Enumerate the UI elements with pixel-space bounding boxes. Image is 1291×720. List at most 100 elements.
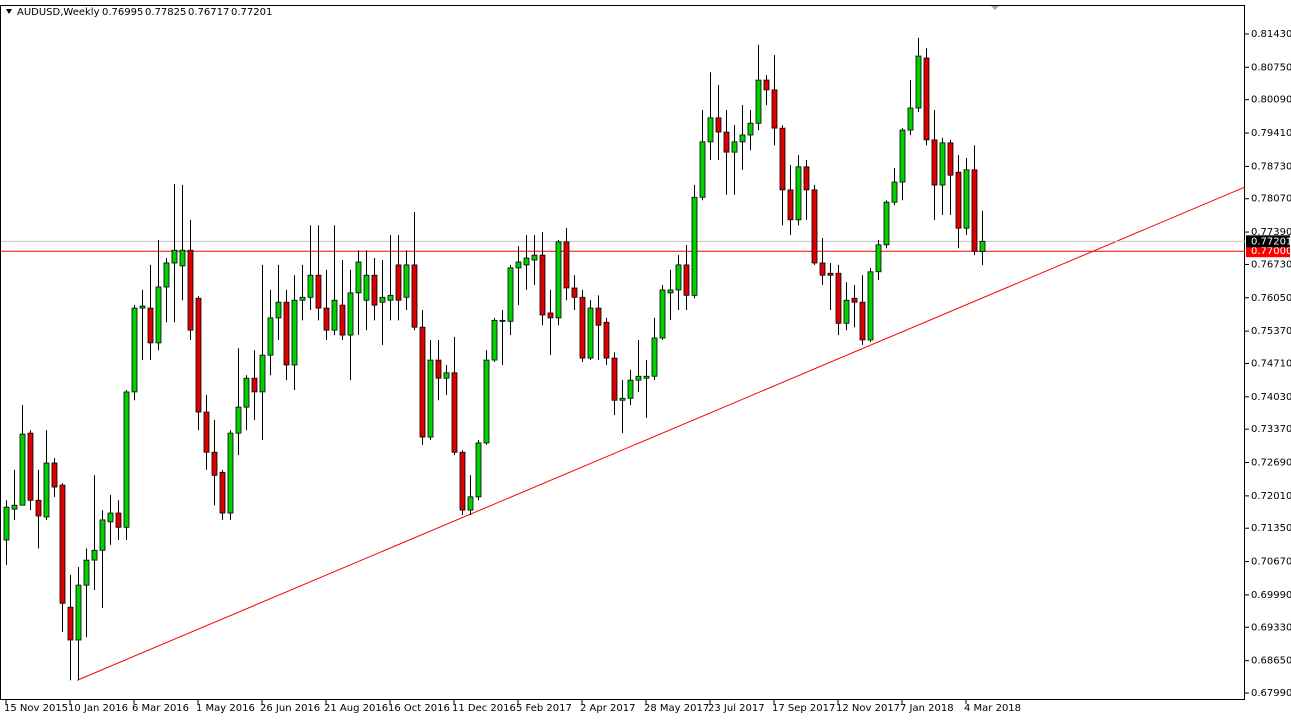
candle-body xyxy=(187,249,194,331)
candle-body xyxy=(155,286,162,344)
header-open: 0.76995 xyxy=(102,7,143,18)
candle-body xyxy=(635,375,642,381)
candle-body xyxy=(947,142,954,176)
candle-body xyxy=(435,359,442,379)
candle-body xyxy=(659,289,666,339)
chart-title: AUDUSD,Weekly xyxy=(17,7,100,18)
candle-body xyxy=(267,317,274,356)
x-tick-label: 6 Mar 2016 xyxy=(132,703,189,714)
y-tick-label: 0.67990 xyxy=(1251,688,1291,699)
candle-body xyxy=(299,296,306,301)
candle-body xyxy=(627,379,634,399)
candle-body xyxy=(571,287,578,298)
x-tick-label: 11 Dec 2016 xyxy=(452,703,516,714)
plot-frame xyxy=(0,5,1245,700)
candle-body xyxy=(915,55,922,109)
x-tick-label: 17 Sep 2017 xyxy=(772,703,835,714)
candle-body xyxy=(835,272,842,324)
candle-body xyxy=(667,289,674,294)
candle-body xyxy=(827,272,834,276)
candle-body xyxy=(643,375,650,379)
candle-body xyxy=(123,391,130,528)
candle-body xyxy=(811,189,818,264)
candle-body xyxy=(747,122,754,136)
candle-body xyxy=(467,496,474,511)
candle-body xyxy=(251,377,258,393)
candle-body xyxy=(579,296,586,359)
candle-body xyxy=(555,241,562,319)
candle-body xyxy=(907,107,914,131)
y-tick-label: 0.70670 xyxy=(1251,557,1291,568)
y-tick-label: 0.79410 xyxy=(1251,128,1291,139)
header-close: 0.77201 xyxy=(231,7,272,18)
candle-body xyxy=(851,297,858,303)
candle-body xyxy=(491,319,498,361)
candle-body xyxy=(883,201,890,246)
candle-body xyxy=(611,357,618,401)
candle-body xyxy=(411,264,418,328)
candle-body xyxy=(923,57,930,141)
candle-body xyxy=(459,451,466,511)
y-tick-label: 0.72010 xyxy=(1251,491,1291,502)
candle-body xyxy=(451,372,458,453)
candle-body xyxy=(259,354,266,393)
y-tick-label: 0.81430 xyxy=(1251,29,1291,40)
candle-body xyxy=(59,484,66,604)
candle-body xyxy=(803,166,810,191)
candle-body xyxy=(171,249,178,264)
y-tick-label: 0.75370 xyxy=(1251,326,1291,337)
x-tick-label: 26 Jun 2016 xyxy=(260,703,320,714)
candle-body xyxy=(683,264,690,296)
shift-marker xyxy=(991,6,999,10)
candle-body xyxy=(507,267,514,322)
price-tag xyxy=(1246,235,1290,248)
candle-body xyxy=(235,406,242,434)
candle-body xyxy=(715,117,722,133)
candle-body xyxy=(315,274,322,309)
candle-body xyxy=(19,433,26,506)
x-tick-label: 7 Jan 2018 xyxy=(900,703,954,714)
x-tick-label: 5 Feb 2017 xyxy=(516,703,572,714)
y-tick-label: 0.80750 xyxy=(1251,62,1291,73)
y-tick-label: 0.72690 xyxy=(1251,458,1291,469)
candle-body xyxy=(523,257,530,266)
candle-body xyxy=(867,271,874,341)
y-tick-label: 0.78070 xyxy=(1251,194,1291,205)
candle-body xyxy=(587,307,594,359)
candle-body xyxy=(139,305,146,309)
candle-body xyxy=(3,506,10,541)
candle-body xyxy=(99,519,106,551)
candle-body xyxy=(531,254,538,261)
candle-body xyxy=(147,307,154,344)
candle-body xyxy=(211,451,218,476)
candle-body xyxy=(163,262,170,288)
candle-body xyxy=(419,326,426,438)
y-tick-label: 0.74710 xyxy=(1251,358,1291,369)
candle-body xyxy=(11,504,18,510)
candle-body xyxy=(35,499,42,517)
candle-body xyxy=(387,294,394,301)
candle-body xyxy=(43,462,50,518)
menu-arrow[interactable] xyxy=(6,9,12,14)
candle-body xyxy=(483,359,490,444)
candle-body xyxy=(355,261,362,294)
candle-body xyxy=(731,141,738,153)
y-tick-label: 0.78730 xyxy=(1251,161,1291,172)
candle-body xyxy=(243,377,250,408)
candle-body xyxy=(539,254,546,316)
y-tick-label: 0.77390 xyxy=(1251,227,1291,238)
y-tick-label: 0.69330 xyxy=(1251,622,1291,633)
candle-body xyxy=(227,432,234,514)
candle-body xyxy=(755,79,762,124)
candle-body xyxy=(339,304,346,336)
x-tick-label: 1 May 2016 xyxy=(196,703,255,714)
x-tick-label: 28 May 2017 xyxy=(644,703,709,714)
header-low: 0.76717 xyxy=(188,7,229,18)
x-tick-label: 12 Nov 2017 xyxy=(836,703,900,714)
y-tick-label: 0.74030 xyxy=(1251,392,1291,403)
candle-body xyxy=(515,261,522,269)
candle-body xyxy=(395,264,402,301)
